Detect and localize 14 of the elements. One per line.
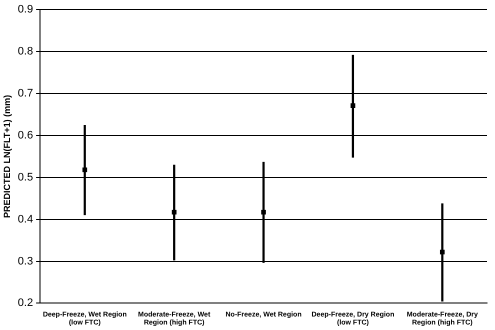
- y-tick-label: 0.7: [18, 88, 34, 100]
- point: [261, 210, 266, 215]
- point: [172, 210, 177, 215]
- y-tick-label: 0.3: [18, 255, 34, 268]
- point: [440, 250, 445, 254]
- y-axis-title: PREDICTED LN(FLT+1) (mm): [2, 94, 12, 218]
- y-tick-label: 0.4: [18, 213, 34, 226]
- y-tick-label: 0.2: [18, 297, 34, 310]
- point: [82, 167, 88, 172]
- y-tick-label: 0.6: [18, 129, 34, 142]
- y-tick-label: 0.9: [18, 4, 34, 16]
- point: [350, 103, 356, 108]
- y-tick-label: 0.5: [18, 171, 34, 184]
- y-tick-label: 0.8: [18, 46, 34, 58]
